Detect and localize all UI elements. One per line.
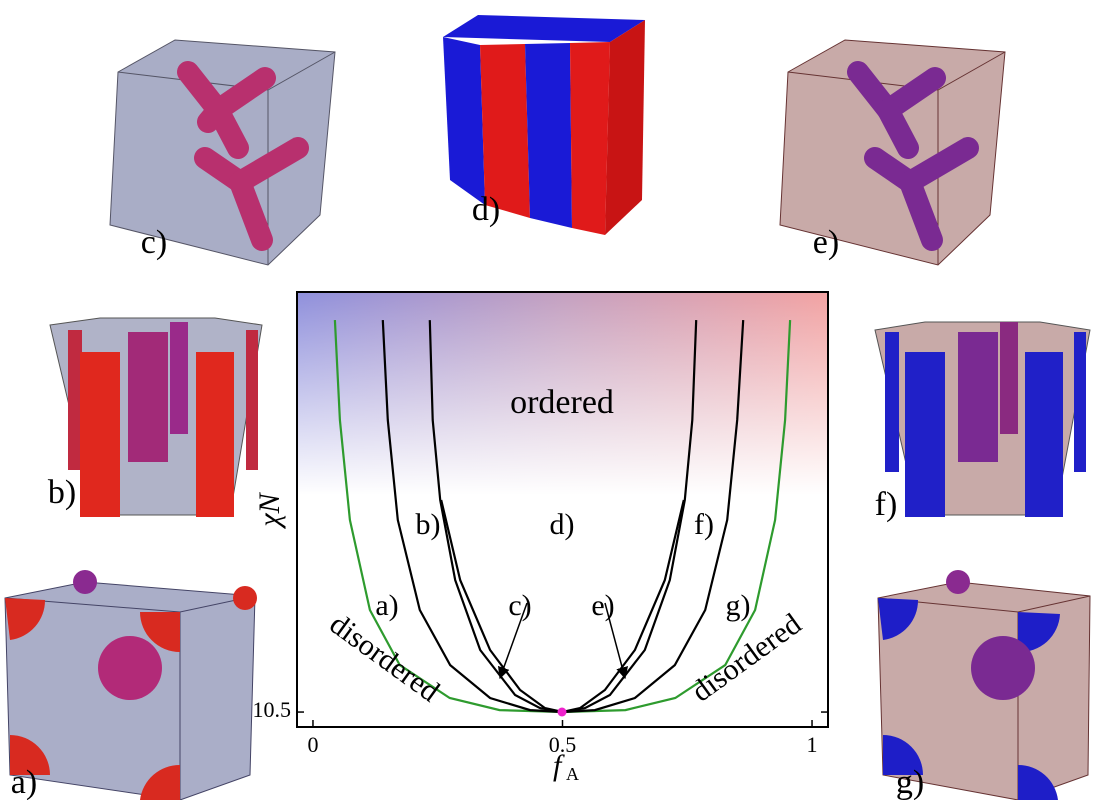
x-tick-label: 0 <box>307 732 318 757</box>
y-tick-label: 10.5 <box>253 697 292 722</box>
panel-label: g) <box>896 764 924 800</box>
annotation: b) <box>416 508 441 541</box>
panel-label: d) <box>472 191 500 228</box>
annotation: ordered <box>510 384 614 421</box>
annotation: f) <box>694 508 714 541</box>
annotation: a) <box>375 589 398 622</box>
figure: f A χN 00.5110.5ordereddisordereddisorde… <box>0 0 1093 800</box>
annotation: e) <box>591 589 614 622</box>
x-tick-label: 1 <box>807 732 818 757</box>
panel-label: a) <box>11 764 37 800</box>
render-a <box>5 570 257 800</box>
panel-label: c) <box>141 224 167 261</box>
render-f <box>875 322 1090 517</box>
x-tick-label: 0.5 <box>549 732 577 757</box>
y-label: χN <box>253 491 286 529</box>
render-b <box>50 318 262 517</box>
x-label-sub: A <box>566 764 579 784</box>
annotation: d) <box>550 508 575 541</box>
annotation: c) <box>508 589 531 622</box>
panel-label: f) <box>875 486 898 523</box>
panel-label: e) <box>813 224 839 261</box>
critical-point <box>558 708 567 717</box>
annotation: g) <box>726 589 751 622</box>
panel-label: b) <box>48 474 76 511</box>
